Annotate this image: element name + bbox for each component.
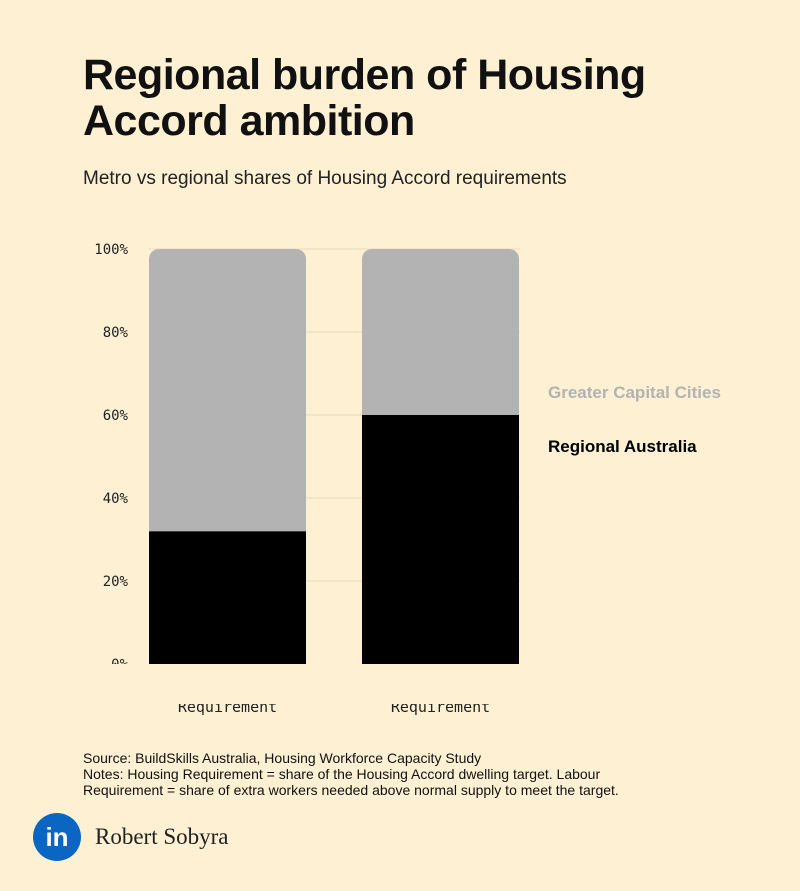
footer: in Robert Sobyra	[33, 813, 229, 861]
y-tick-label: 20%	[103, 574, 129, 590]
y-tick-label: 100%	[94, 242, 128, 258]
notes: Source: BuildSkills Australia, Housing W…	[83, 750, 619, 798]
y-tick-label: 40%	[103, 491, 129, 507]
notes-line-1: Notes: Housing Requirement = share of th…	[83, 766, 601, 782]
bar-base-mask	[0, 664, 800, 704]
stacked-bar-chart: 0%20%40%60%80%100%HousingRequirementLabo…	[0, 242, 800, 716]
y-tick-label: 80%	[103, 325, 129, 341]
chart-title: Regional burden of Housing Accord ambiti…	[83, 51, 646, 145]
notes-line-2: Requirement = share of extra workers nee…	[83, 782, 619, 798]
y-tick-label: 60%	[103, 408, 129, 424]
source-note: Source: BuildSkills Australia, Housing W…	[83, 750, 482, 766]
linkedin-icon: in	[33, 813, 81, 861]
bar-segment	[149, 249, 306, 532]
bar-segment	[149, 531, 306, 664]
bar-segment	[362, 415, 519, 664]
legend-label: Greater Capital Cities	[548, 383, 721, 402]
bar-segment	[362, 249, 519, 415]
chart-subtitle: Metro vs regional shares of Housing Acco…	[83, 168, 567, 189]
author-name: Robert Sobyra	[95, 824, 229, 849]
legend-label: Regional Australia	[548, 437, 697, 456]
